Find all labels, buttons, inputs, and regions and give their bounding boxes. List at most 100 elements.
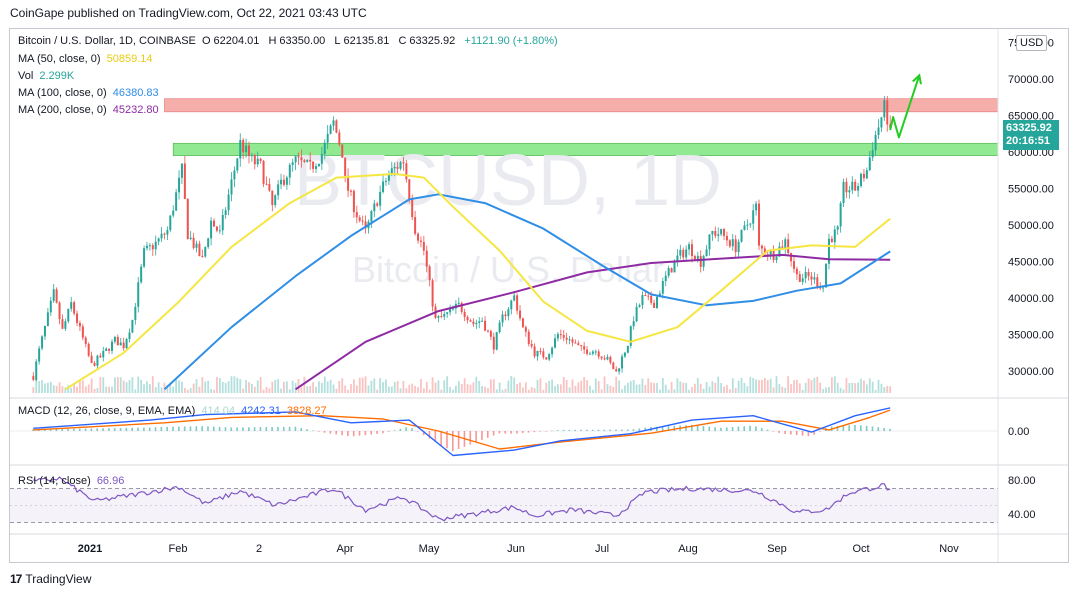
macd-histogram-bar (259, 427, 262, 431)
candle-body (300, 157, 303, 161)
volume-bar (157, 382, 160, 393)
volume-bar (530, 387, 533, 393)
candle-body (498, 322, 501, 333)
currency-button[interactable]: USD (1016, 35, 1048, 51)
ma50-legend[interactable]: MA (50, close, 0) 50859.14 (18, 53, 153, 65)
macd-histogram-bar (306, 429, 308, 431)
volume-bar (81, 380, 84, 393)
volume-bar (230, 376, 233, 393)
candle-body (230, 179, 233, 195)
ohlc-legend: Bitcoin / U.S. Dollar, 1D, COINBASE O 622… (18, 35, 558, 47)
volume-bar (597, 381, 600, 393)
candle-body (306, 159, 309, 162)
candle-body (574, 342, 577, 344)
time-tick: Jun (507, 543, 525, 555)
candle-body (341, 144, 344, 158)
rsi-line (33, 476, 891, 522)
candle-body (64, 321, 67, 329)
price-tick: 40000.00 (1008, 293, 1054, 305)
candle-body (35, 361, 38, 380)
volume-bar (825, 387, 827, 393)
volume-bar (495, 389, 498, 393)
volume-bar (119, 377, 122, 393)
macd-histogram-bar (440, 431, 442, 446)
ma50-value: 50859.14 (106, 53, 153, 65)
volume-bar (437, 380, 440, 393)
volume-bar (606, 384, 609, 393)
macd-histogram-bar (609, 429, 611, 431)
volume-bar (318, 381, 320, 393)
candle-body (737, 241, 740, 253)
candle-body (108, 348, 111, 351)
candle-body (565, 337, 568, 340)
macd-histogram-bar (393, 430, 396, 431)
macd-histogram-bar (486, 431, 489, 438)
macd-histogram-bar (481, 431, 483, 441)
candle-body (609, 356, 612, 363)
volume-bar (766, 380, 769, 393)
volume-bar (449, 386, 451, 393)
macd-legend[interactable]: MACD (12, 26, close, 9, EMA, EMA) 414.04… (18, 405, 327, 417)
volume-bar (475, 376, 478, 393)
volume-bar (618, 380, 621, 393)
volume-bar (148, 384, 151, 393)
volume-bar (236, 377, 239, 393)
macd-histogram-bar (760, 428, 763, 431)
macd-histogram-bar (160, 426, 163, 431)
symbol-label[interactable]: Bitcoin / U.S. Dollar, 1D, COINBASE (18, 35, 196, 47)
volume-bar (440, 389, 443, 393)
volume-bar (775, 376, 778, 393)
candle-body (839, 203, 842, 227)
watermark-symbol: BTCUSD, 1D (294, 141, 722, 221)
macd-histogram-bar (638, 428, 641, 431)
macd-histogram-bar (749, 425, 751, 431)
volume-bar (452, 389, 454, 393)
candle-body (361, 220, 364, 222)
volume-bar (347, 389, 349, 393)
volume-bar (428, 389, 431, 393)
volume-bar (411, 383, 414, 393)
volume-bar (711, 381, 714, 393)
rsi-tick: 40.00 (1008, 509, 1036, 521)
candle-body (105, 348, 108, 352)
candle-body (303, 160, 306, 162)
volume-bar (594, 378, 597, 393)
volume-bar (463, 378, 466, 393)
tradingview-logo[interactable]: 17 TradingView (10, 572, 91, 586)
volume-bar (379, 378, 382, 393)
macd-histogram-bar (370, 431, 372, 435)
candle-body (696, 255, 699, 260)
volume-bar (589, 385, 591, 393)
rsi-legend[interactable]: RSI (14, close) 66.96 (18, 475, 125, 487)
candle-body (725, 235, 728, 241)
candle-body (717, 234, 720, 236)
macd-histogram-bar (580, 429, 582, 431)
macd-histogram-bar (790, 431, 792, 435)
macd-histogram-bar (224, 427, 227, 431)
candle-body (326, 133, 329, 143)
candle-body (291, 162, 294, 165)
volume-bar (865, 384, 868, 393)
candle-body (137, 282, 140, 307)
vol-legend[interactable]: Vol 2.299K (18, 70, 75, 82)
volume-bar (688, 389, 690, 393)
macd-histogram-bar (778, 431, 781, 433)
volume-bar (326, 381, 329, 393)
candle-body (402, 162, 405, 164)
candle-body (81, 326, 84, 338)
ma100-legend[interactable]: MA (100, close, 0) 46380.83 (18, 87, 159, 99)
candle-body (825, 263, 828, 288)
volume-bar (111, 386, 113, 393)
volume-bar (562, 376, 565, 393)
volume-bar (790, 384, 792, 393)
ma200-legend[interactable]: MA (200, close, 0) 45232.80 (18, 104, 159, 116)
macd-histogram-bar (271, 426, 273, 431)
candle-body (239, 139, 242, 159)
candle-body (708, 234, 711, 250)
projection-arrowhead (912, 73, 922, 85)
volume-bar (545, 382, 548, 393)
candle-body (874, 135, 877, 151)
last-price-tag: 63325.92 20:16:51 (1003, 120, 1059, 150)
volume-bar (408, 384, 411, 393)
